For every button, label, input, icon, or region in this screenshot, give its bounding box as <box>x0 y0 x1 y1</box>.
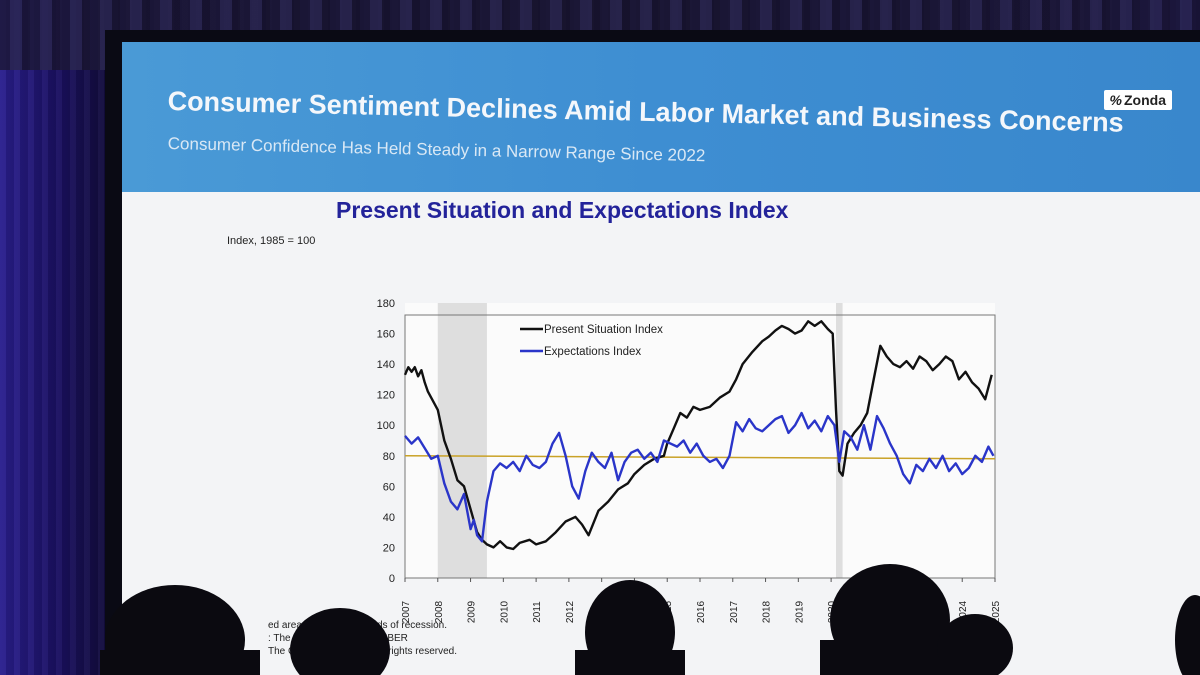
recession-band-0 <box>437 303 487 578</box>
series-line-expectations <box>404 411 995 543</box>
x-tick-label: 2025 <box>991 600 1002 623</box>
x-tick-label: 2016 <box>696 600 707 623</box>
x-tick-label: 2020 <box>827 600 838 623</box>
y-tick-label: 20 <box>383 542 395 554</box>
percent-slash-icon: % <box>1109 92 1122 108</box>
y-tick-label: 160 <box>377 329 395 341</box>
x-tick-label: 2008 <box>434 600 445 623</box>
x-tick-label: 2007 <box>401 600 412 623</box>
x-tick-label: 2013 <box>598 600 609 623</box>
x-tick-label: 2011 <box>532 601 543 623</box>
y-tick-label: 100 <box>377 420 395 432</box>
x-tick-label: 2023 <box>925 600 936 623</box>
slide-header: Consumer Sentiment Declines Amid Labor M… <box>122 42 1200 192</box>
footnote-source: : The Conference Board; NBER <box>268 633 408 644</box>
y-axis-label: Index, 1985 = 100 <box>227 235 316 247</box>
x-tick-label: 2014 <box>630 600 641 623</box>
x-tick-label: 2015 <box>663 600 674 623</box>
y-tick-label: 60 <box>383 481 395 493</box>
x-tick-label: 2009 <box>467 600 478 623</box>
y-tick-label: 180 <box>377 298 395 310</box>
x-tick-label: 2010 <box>499 600 510 623</box>
legend-label-1: Expectations Index <box>544 346 641 358</box>
zonda-logo: % Zonda <box>1103 90 1172 110</box>
plot-area <box>405 303 995 578</box>
x-tick-label: 2024 <box>958 600 969 623</box>
x-tick-label: 2022 <box>893 600 904 623</box>
x-tick-label: 2021 <box>860 600 871 623</box>
x-tick-label: 2017 <box>729 600 740 623</box>
recession-band-1 <box>836 303 843 578</box>
chart-title: Present Situation and Expectations Index <box>336 197 789 223</box>
x-tick-label: 2019 <box>794 600 805 623</box>
y-tick-label: 140 <box>377 359 395 371</box>
y-tick-label: 40 <box>383 512 395 524</box>
legend-label-0: Present Situation Index <box>544 324 663 336</box>
y-tick-label: 80 <box>383 451 395 463</box>
presentation-slide: Consumer Sentiment Declines Amid Labor M… <box>122 42 1200 675</box>
footnote-recession: ed areas represent periods of recession. <box>268 620 447 631</box>
y-tick-label: 0 <box>389 573 395 585</box>
logo-text: Zonda <box>1124 92 1166 108</box>
footnote-copyright: The Conference Board. All rights reserve… <box>268 646 457 657</box>
x-tick-label: 2012 <box>565 600 576 623</box>
x-tick-label: 2018 <box>762 600 773 623</box>
y-tick-label: 120 <box>377 390 395 402</box>
